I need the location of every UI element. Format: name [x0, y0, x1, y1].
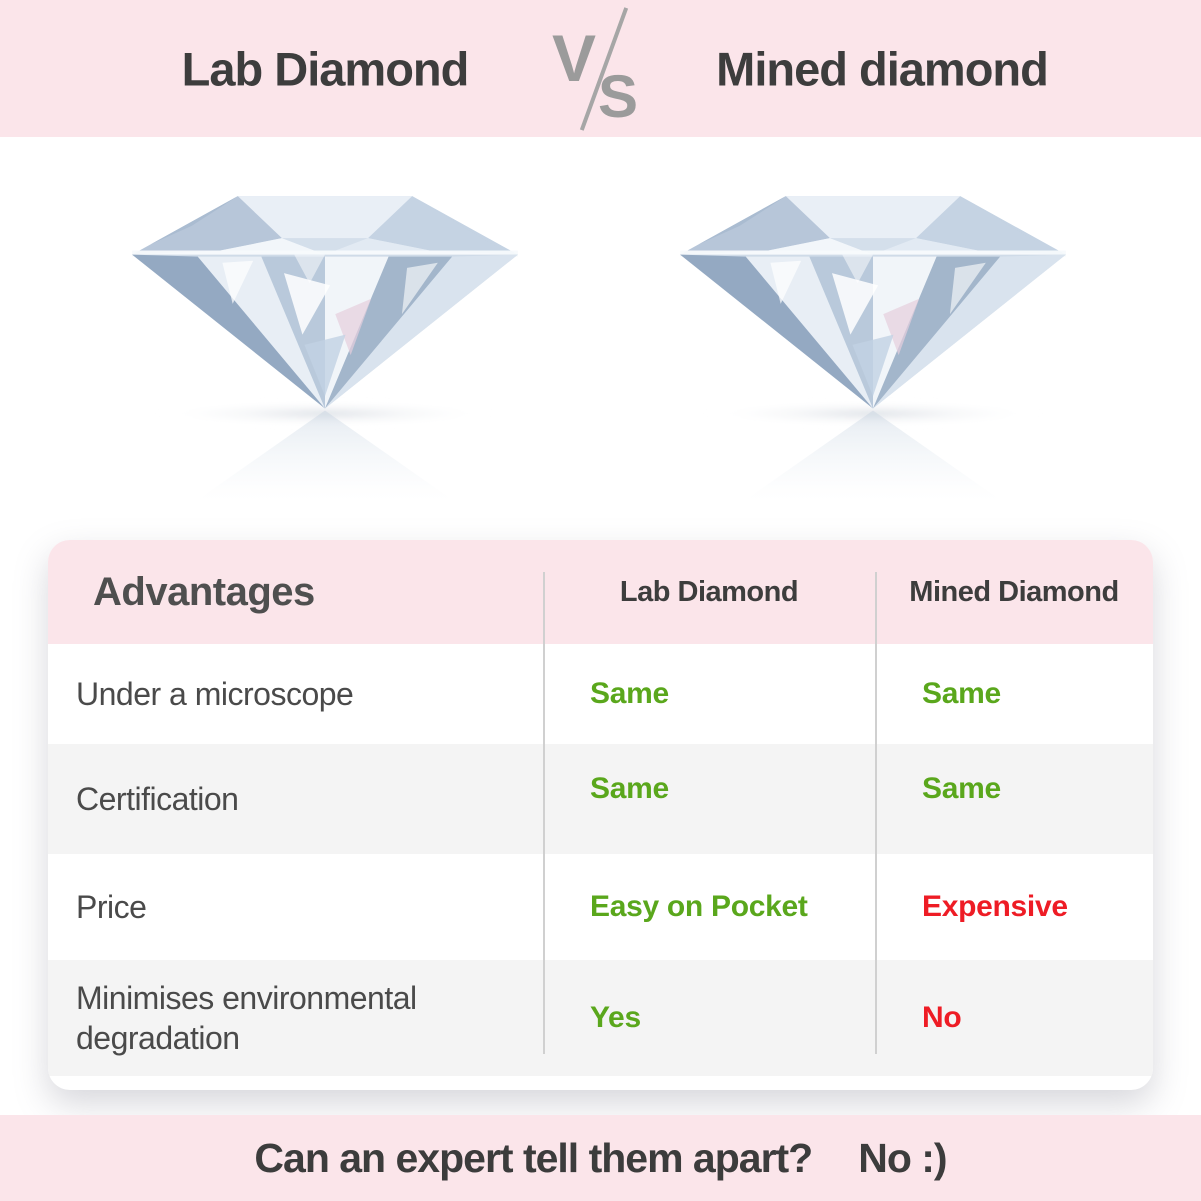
- table-row: Certification Same Same: [48, 744, 1153, 854]
- lab-diamond-title: Lab Diamond: [181, 42, 470, 95]
- row-label: Minimises environmental degradation: [76, 980, 417, 1056]
- mined-value: Expensive: [922, 890, 1068, 923]
- mined-value: Same: [922, 677, 1001, 710]
- table-row: Price Easy on Pocket Expensive: [48, 854, 1153, 960]
- row-label: Under a microscope: [76, 676, 354, 712]
- comparison-table: Advantages Lab Diamond Mined Diamond Und…: [48, 540, 1153, 1090]
- title-band: Lab Diamond V S Mined diamond: [0, 0, 1201, 137]
- lab-value: Yes: [590, 1001, 641, 1034]
- row-label: Certification: [76, 781, 239, 817]
- mined-diamond-title: Mined diamond: [716, 42, 1049, 95]
- lab-diamond-image: [130, 191, 520, 509]
- advantages-header: Advantages: [93, 569, 315, 614]
- column-divider-1: [543, 572, 545, 1054]
- row-label: Price: [76, 889, 147, 925]
- vs-emblem: V S: [550, 7, 654, 134]
- table-row: Minimises environmental degradation Yes …: [48, 960, 1153, 1076]
- table-header-row: Advantages Lab Diamond Mined Diamond: [48, 540, 1153, 644]
- vs-letter-s: S: [598, 63, 639, 130]
- mined-diamond-image: [678, 191, 1068, 509]
- footer-band: Can an expert tell them apart? No :): [0, 1115, 1201, 1201]
- mined-value: Same: [922, 772, 1001, 805]
- footer-answer: No :): [858, 1134, 947, 1181]
- mined-value: No: [922, 1001, 962, 1034]
- lab-value: Same: [590, 677, 669, 710]
- lab-value: Same: [590, 772, 669, 805]
- table-row: Under a microscope Same Same: [48, 644, 1153, 744]
- lab-value: Easy on Pocket: [590, 890, 808, 923]
- mined-diamond-column-header: Mined Diamond: [909, 575, 1119, 608]
- vs-letter-v: V: [552, 21, 597, 95]
- footer-question: Can an expert tell them apart?: [254, 1134, 813, 1181]
- diamond-images-area: [0, 137, 1201, 540]
- column-divider-2: [875, 572, 877, 1054]
- lab-diamond-column-header: Lab Diamond: [619, 575, 799, 608]
